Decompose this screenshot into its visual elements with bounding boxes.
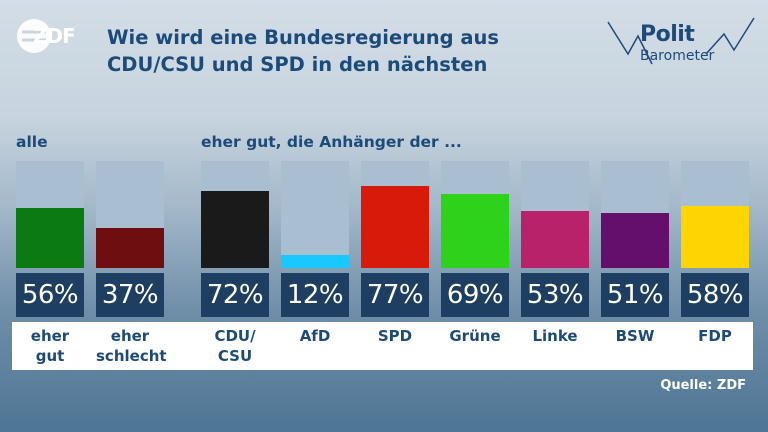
category-label: eher gut	[30, 327, 70, 365]
value-label: 58%	[681, 273, 749, 317]
source-note: Quelle: ZDF	[660, 378, 746, 393]
value-label: 77%	[361, 273, 429, 317]
bar-track	[441, 161, 509, 268]
value-label: 53%	[521, 273, 589, 317]
category-label: AfD	[299, 327, 331, 345]
bar	[601, 213, 669, 268]
category-label: FDP	[698, 327, 732, 345]
bar	[281, 255, 349, 268]
bar	[441, 194, 509, 268]
value-label: 69%	[441, 273, 509, 317]
category-label: Linke	[532, 327, 578, 345]
chart-title: Wie wird eine Bundesregierung aus CDU/CS…	[107, 26, 499, 76]
politbarometer-logo-icon	[607, 17, 755, 65]
bar-track	[16, 161, 84, 268]
bar	[521, 211, 589, 268]
category-label: CDU/ CSU	[214, 327, 256, 365]
value-label: 37%	[96, 273, 164, 317]
bar-track	[521, 161, 589, 268]
bar-track	[601, 161, 669, 268]
bar	[96, 228, 164, 268]
category-label: Grüne	[449, 327, 501, 345]
bar-track	[361, 161, 429, 268]
value-label: 56%	[16, 273, 84, 317]
bar-track	[281, 161, 349, 268]
bar	[16, 208, 84, 268]
category-label: BSW	[615, 327, 655, 345]
category-band	[12, 322, 753, 370]
category-label: eher schlecht	[96, 327, 167, 365]
brand-polit: Polit	[640, 22, 695, 47]
category-label: SPD	[377, 327, 413, 345]
bar-track	[96, 161, 164, 268]
value-label: 12%	[281, 273, 349, 317]
bar-track	[681, 161, 749, 268]
value-label: 51%	[601, 273, 669, 317]
bar	[361, 185, 429, 268]
group-label-supporters: eher gut, die Anhänger der ...	[201, 133, 462, 151]
bar	[681, 205, 749, 268]
brand-barometer: Barometer	[640, 48, 715, 64]
zdf-logo-icon	[17, 19, 51, 53]
bar-track	[201, 161, 269, 268]
bar	[201, 190, 269, 268]
logo-text: ZDF	[33, 24, 76, 48]
value-label: 72%	[201, 273, 269, 317]
group-label-all: alle	[16, 133, 48, 151]
